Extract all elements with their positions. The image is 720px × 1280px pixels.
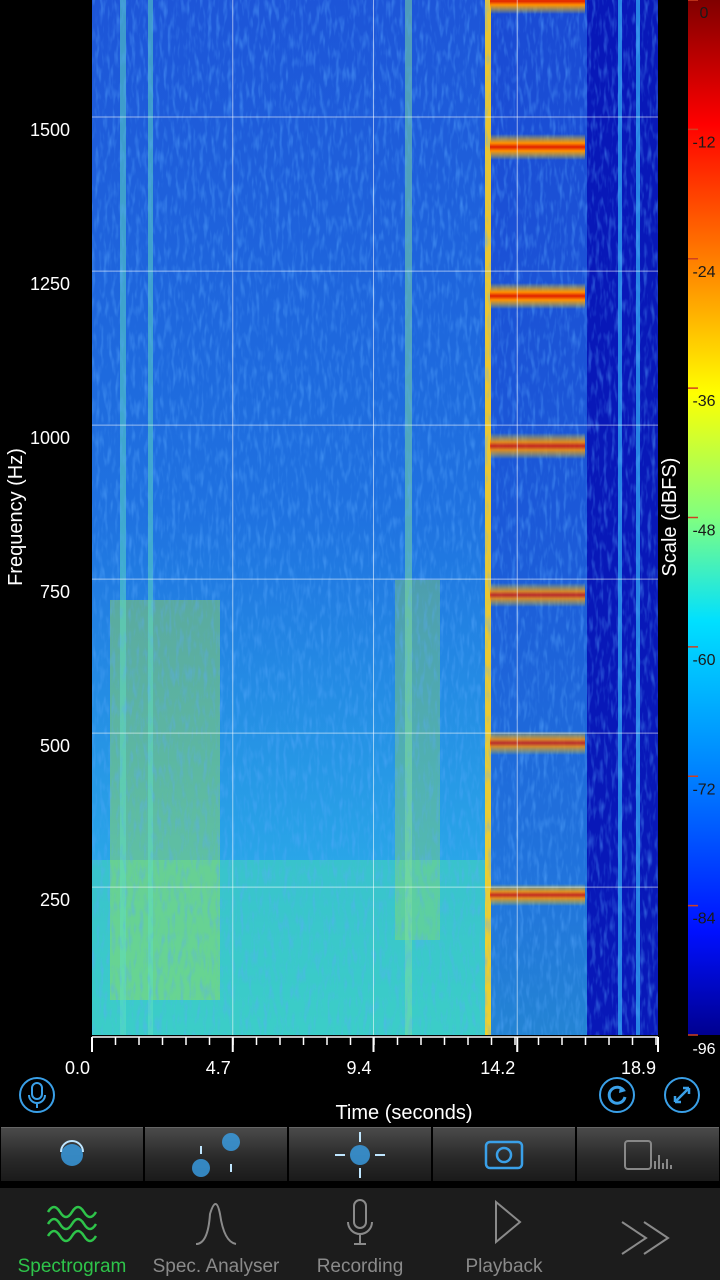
x-tick-label: 0.0 (65, 1058, 90, 1078)
x-axis-label: Time (seconds) (335, 1102, 472, 1124)
icon (60, 1140, 84, 1166)
mic-button[interactable] (19, 1077, 55, 1113)
icon (484, 1140, 524, 1170)
toolbar (0, 1127, 720, 1181)
y-tick-label: 1000 (30, 428, 70, 448)
tab[interactable] (576, 1188, 720, 1280)
tab[interactable]: Spectrogram (0, 1188, 144, 1280)
icon (46, 1205, 98, 1243)
tool-button[interactable] (1, 1127, 143, 1181)
tab-label: Playback (465, 1256, 543, 1277)
icon (495, 1199, 522, 1245)
colorbar-tick-label: -24 (692, 264, 715, 281)
tab-label: Recording (316, 1256, 404, 1277)
colorbar-tick-label: 0 (700, 5, 709, 22)
colorbar-tick-label: -48 (692, 523, 715, 540)
tool-button[interactable] (433, 1127, 575, 1181)
expand-button[interactable] (664, 1077, 700, 1113)
colorbar-tick-label: -96 (692, 1041, 715, 1058)
icon (621, 1221, 670, 1255)
tool-button[interactable] (145, 1127, 287, 1181)
tab[interactable]: Recording (288, 1188, 432, 1280)
y-tick-label: 500 (40, 736, 70, 756)
tab-bar: Spectrogram Spec. Analyser Recording Pla… (0, 1188, 720, 1280)
x-tick-label: 9.4 (346, 1058, 371, 1078)
colorbar-tick-label: -12 (692, 134, 715, 151)
tool-button[interactable] (577, 1127, 719, 1181)
y-tick-label: 1250 (30, 274, 70, 294)
y-tick-label: 1500 (30, 120, 70, 140)
refresh-button[interactable] (599, 1077, 635, 1113)
x-tick-label: 14.2 (480, 1058, 515, 1078)
y-tick-label: 750 (40, 582, 70, 602)
colorbar-tick-label: -72 (692, 781, 715, 798)
colorbar-tick-label: -60 (692, 652, 715, 669)
icon (195, 1203, 237, 1245)
y-tick-label: 250 (40, 890, 70, 910)
colorbar-tick-label: -84 (692, 911, 715, 928)
tab-label: Spectrogram (17, 1256, 127, 1277)
icon (192, 1133, 240, 1177)
x-tick-label: 18.9 (621, 1058, 656, 1078)
tab-label: Spec. Analyser (152, 1256, 280, 1277)
icon (347, 1199, 373, 1245)
y-axis-label: Frequency (Hz) (5, 448, 27, 586)
spectrogram-view: Frequency (Hz) Time (seconds) Scale (dBF… (5, 0, 720, 1124)
colorbar-tick-label: -36 (692, 393, 715, 410)
x-tick-label: 4.7 (206, 1058, 231, 1078)
tab[interactable]: Spec. Analyser (144, 1188, 288, 1280)
tab[interactable]: Playback (432, 1188, 576, 1280)
icon (335, 1132, 385, 1178)
icon (624, 1140, 672, 1170)
tool-button[interactable] (289, 1127, 431, 1181)
spectrogram-image (92, 0, 658, 1035)
colorbar-label: Scale (dBFS) (659, 458, 681, 577)
